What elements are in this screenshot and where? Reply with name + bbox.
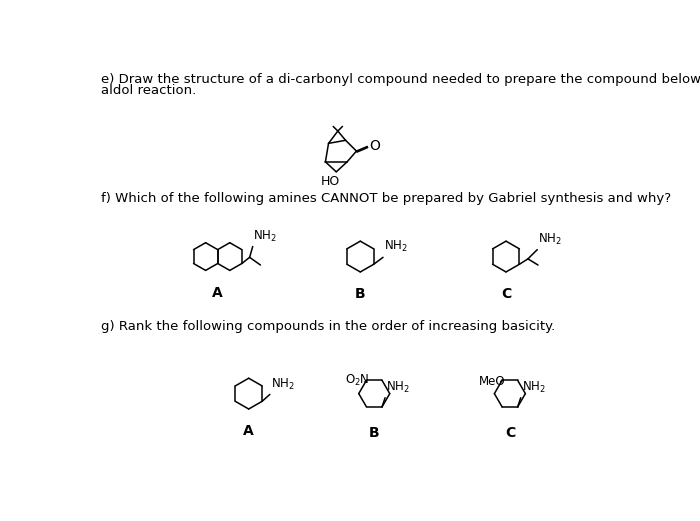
Text: e) Draw the structure of a di-carbonyl compound needed to prepare the compound b: e) Draw the structure of a di-carbonyl c… bbox=[102, 73, 700, 86]
Text: B: B bbox=[369, 426, 379, 440]
Text: g) Rank the following compounds in the order of increasing basicity.: g) Rank the following compounds in the o… bbox=[102, 320, 556, 333]
Text: NH$_2$: NH$_2$ bbox=[384, 239, 407, 254]
Text: O: O bbox=[369, 139, 379, 153]
Text: aldol reaction.: aldol reaction. bbox=[102, 84, 197, 97]
Text: NH$_2$: NH$_2$ bbox=[538, 232, 562, 247]
Text: MeO: MeO bbox=[479, 375, 505, 388]
Text: NH$_2$: NH$_2$ bbox=[271, 377, 295, 392]
Text: O$_2$N: O$_2$N bbox=[345, 373, 370, 388]
Text: B: B bbox=[355, 288, 365, 301]
Text: C: C bbox=[501, 288, 511, 301]
Text: A: A bbox=[212, 286, 223, 300]
Text: HO: HO bbox=[321, 175, 340, 188]
Text: NH$_2$: NH$_2$ bbox=[522, 380, 545, 395]
Text: A: A bbox=[244, 425, 254, 438]
Text: C: C bbox=[505, 426, 515, 440]
Text: NH$_2$: NH$_2$ bbox=[386, 380, 410, 395]
Text: f) Which of the following amines CANNOT be prepared by Gabriel synthesis and why: f) Which of the following amines CANNOT … bbox=[102, 192, 671, 205]
Text: NH$_2$: NH$_2$ bbox=[253, 229, 277, 244]
